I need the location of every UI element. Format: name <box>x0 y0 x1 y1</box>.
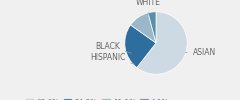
Text: HISPANIC: HISPANIC <box>90 52 135 64</box>
Legend: 60.6%, 24.3%, 11.1%, 4.1%: 60.6%, 24.3%, 11.1%, 4.1% <box>23 96 172 100</box>
Text: ASIAN: ASIAN <box>185 48 216 57</box>
Text: WHITE: WHITE <box>136 0 161 15</box>
Wedge shape <box>148 12 156 43</box>
Wedge shape <box>137 12 187 74</box>
Wedge shape <box>131 13 156 43</box>
Wedge shape <box>125 25 156 68</box>
Text: BLACK: BLACK <box>95 42 132 53</box>
